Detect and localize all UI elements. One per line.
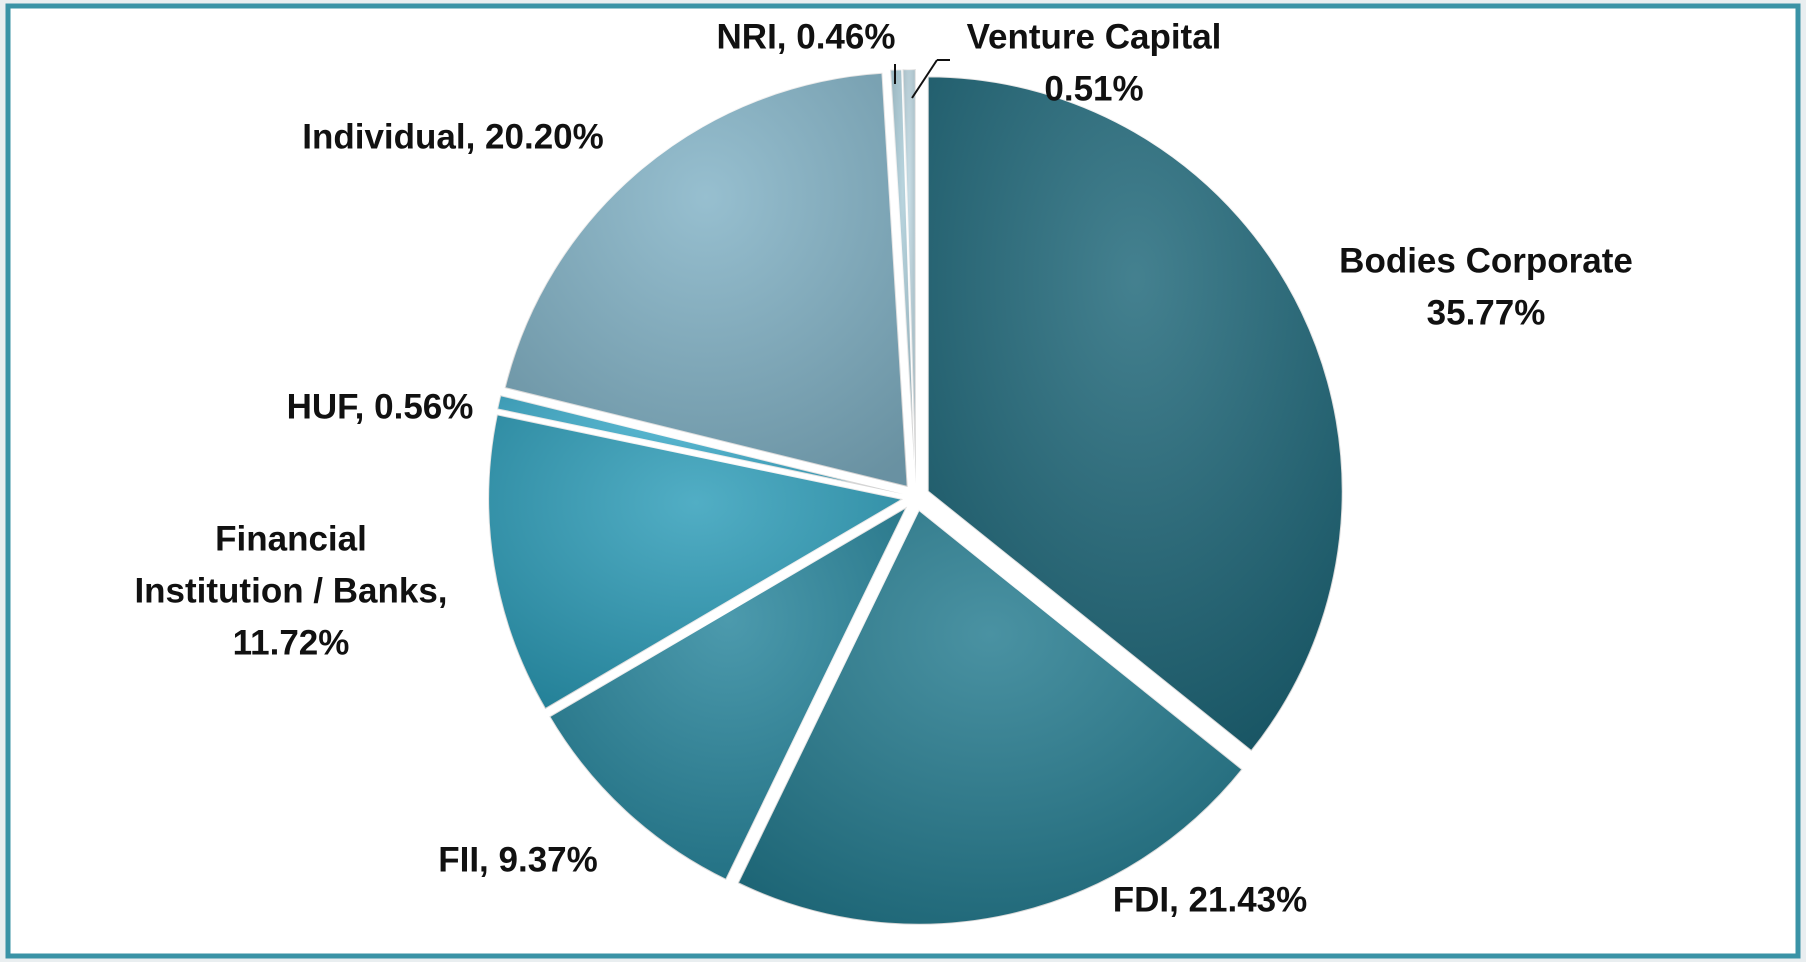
data-label: Individual, 20.20% [302,117,604,156]
data-label: NRI, 0.46% [717,17,896,56]
data-label: Venture Capital [967,17,1222,56]
slice-shading [890,69,916,485]
slice-shading [549,506,908,880]
slice-shading [927,76,1343,752]
slice-shading [504,72,908,488]
leader-line [911,59,938,99]
data-label: Institution / Banks, [134,571,447,610]
data-label: Bodies Corporate [1339,241,1633,280]
slice-shading [737,509,1243,925]
slice-shading [497,395,904,495]
data-label: 35.77% [1427,293,1546,332]
data-label: 11.72% [233,623,350,662]
slice-shading [902,69,916,485]
data-label: 0.51% [1044,69,1143,108]
data-label: FDI, 21.43% [1113,880,1308,919]
slice-shading [488,414,904,710]
data-label: HUF, 0.56% [287,387,474,426]
data-label: Financial [215,519,367,558]
data-label: FII, 9.37% [438,840,598,879]
